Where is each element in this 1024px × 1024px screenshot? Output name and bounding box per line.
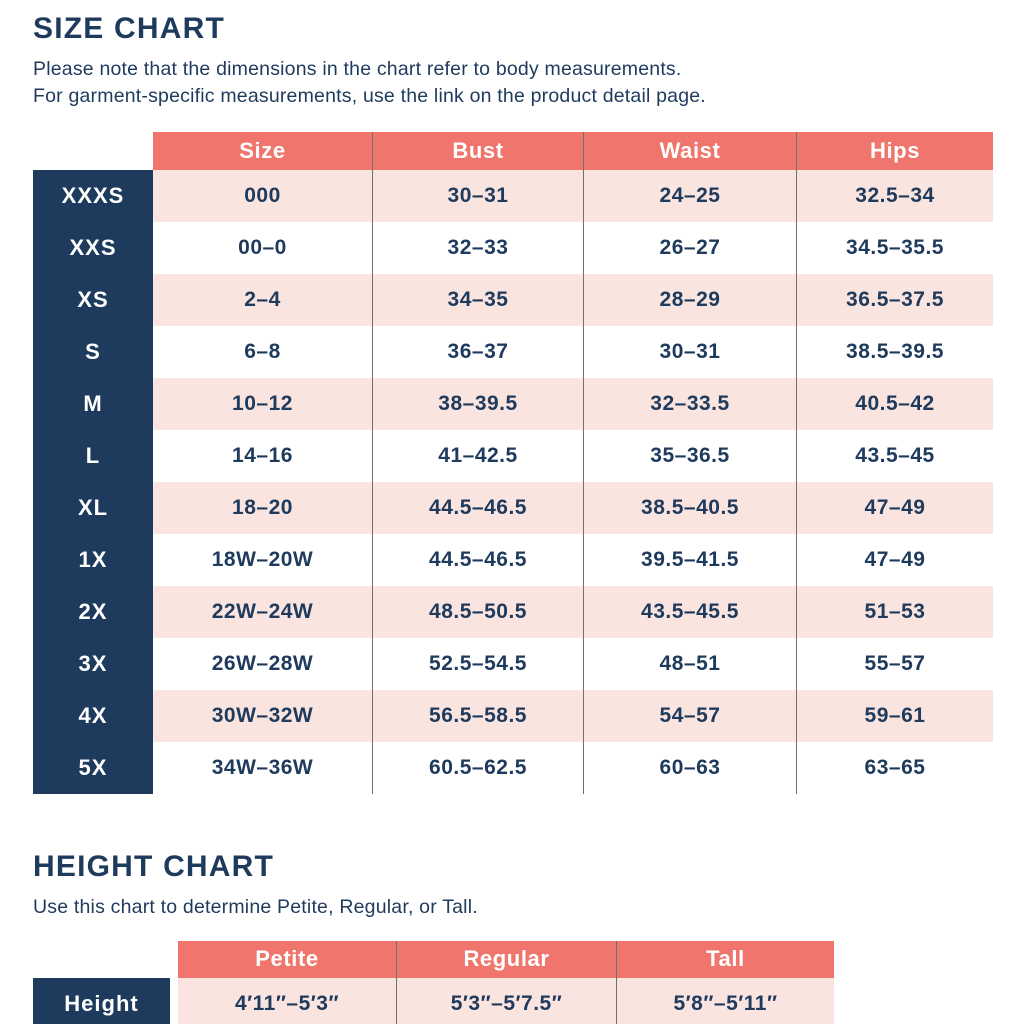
size-cell: 2–4 bbox=[153, 273, 372, 326]
height-cell-tall: 5′8″–5′11″ bbox=[616, 977, 834, 1024]
size-cell: 38.5–39.5 bbox=[796, 325, 993, 378]
size-row-label: XXS bbox=[33, 221, 153, 274]
size-cell: 24–25 bbox=[583, 169, 796, 222]
size-cell: 43.5–45.5 bbox=[583, 585, 796, 638]
height-chart-title: HEIGHT CHART bbox=[33, 849, 275, 883]
size-cell: 30–31 bbox=[372, 169, 583, 222]
size-row-label: 1X bbox=[33, 533, 153, 586]
size-cell: 26–27 bbox=[583, 221, 796, 274]
size-row-label: M bbox=[33, 377, 153, 430]
size-cell: 32–33 bbox=[372, 221, 583, 274]
size-cell: 34–35 bbox=[372, 273, 583, 326]
size-row-label: 5X bbox=[33, 741, 153, 794]
size-cell: 40.5–42 bbox=[796, 377, 993, 430]
size-row-label: 3X bbox=[33, 637, 153, 690]
size-cell: 54–57 bbox=[583, 689, 796, 742]
size-cell: 14–16 bbox=[153, 429, 372, 482]
size-row-label: XL bbox=[33, 481, 153, 534]
size-cell: 51–53 bbox=[796, 585, 993, 638]
height-chart-table: Petite Regular Tall Height 4′11″–5′3″ 5′… bbox=[33, 940, 834, 1024]
hips-column-header: Hips bbox=[796, 131, 993, 170]
size-chart-title: SIZE CHART bbox=[33, 12, 225, 45]
size-cell: 44.5–46.5 bbox=[372, 481, 583, 534]
petite-column-header: Petite bbox=[178, 940, 396, 978]
size-cell: 43.5–45 bbox=[796, 429, 993, 482]
size-cell: 41–42.5 bbox=[372, 429, 583, 482]
size-chart-note-line1: Please note that the dimensions in the c… bbox=[33, 58, 682, 80]
height-chart-note: Use this chart to determine Petite, Regu… bbox=[33, 895, 478, 918]
size-table-corner-spacer bbox=[33, 131, 153, 170]
size-cell: 63–65 bbox=[796, 741, 993, 794]
size-cell: 6–8 bbox=[153, 325, 372, 378]
size-chart-table: Size Bust Waist Hips XXXS 000 30–31 24–25 32… bbox=[33, 131, 993, 794]
size-cell: 000 bbox=[153, 169, 372, 222]
size-cell: 26W–28W bbox=[153, 637, 372, 690]
tall-column-header: Tall bbox=[616, 940, 834, 978]
size-row-label: XXXS bbox=[33, 169, 153, 222]
size-cell: 60.5–62.5 bbox=[372, 741, 583, 794]
height-table-corner-spacer bbox=[33, 940, 178, 978]
size-cell: 38.5–40.5 bbox=[583, 481, 796, 534]
size-cell: 47–49 bbox=[796, 533, 993, 586]
size-cell: 38–39.5 bbox=[372, 377, 583, 430]
waist-column-header: Waist bbox=[583, 131, 796, 170]
height-cell-petite: 4′11″–5′3″ bbox=[178, 977, 396, 1024]
size-cell: 55–57 bbox=[796, 637, 993, 690]
bust-column-header: Bust bbox=[372, 131, 583, 170]
regular-column-header: Regular bbox=[396, 940, 616, 978]
size-cell: 00–0 bbox=[153, 221, 372, 274]
size-cell: 18–20 bbox=[153, 481, 372, 534]
size-chart-note-line2: For garment-specific measurements, use t… bbox=[33, 84, 706, 107]
height-row-label: Height bbox=[33, 977, 170, 1024]
height-row-gap bbox=[170, 977, 178, 1024]
size-cell: 48.5–50.5 bbox=[372, 585, 583, 638]
size-cell: 22W–24W bbox=[153, 585, 372, 638]
size-cell: 59–61 bbox=[796, 689, 993, 742]
size-cell: 10–12 bbox=[153, 377, 372, 430]
size-row-label: S bbox=[33, 325, 153, 378]
size-row-label: L bbox=[33, 429, 153, 482]
size-cell: 47–49 bbox=[796, 481, 993, 534]
size-cell: 34.5–35.5 bbox=[796, 221, 993, 274]
size-cell: 36–37 bbox=[372, 325, 583, 378]
size-cell: 52.5–54.5 bbox=[372, 637, 583, 690]
size-cell: 34W–36W bbox=[153, 741, 372, 794]
size-cell: 28–29 bbox=[583, 273, 796, 326]
size-cell: 30W–32W bbox=[153, 689, 372, 742]
size-cell: 32–33.5 bbox=[583, 377, 796, 430]
size-cell: 36.5–37.5 bbox=[796, 273, 993, 326]
size-cell: 60–63 bbox=[583, 741, 796, 794]
height-chart-section: HEIGHT CHART Use this chart to determine… bbox=[33, 850, 1024, 1024]
size-row-label: 2X bbox=[33, 585, 153, 638]
size-row-label: 4X bbox=[33, 689, 153, 742]
size-cell: 30–31 bbox=[583, 325, 796, 378]
size-cell: 35–36.5 bbox=[583, 429, 796, 482]
size-cell: 39.5–41.5 bbox=[583, 533, 796, 586]
size-cell: 18W–20W bbox=[153, 533, 372, 586]
size-cell: 32.5–34 bbox=[796, 169, 993, 222]
size-cell: 44.5–46.5 bbox=[372, 533, 583, 586]
size-cell: 56.5–58.5 bbox=[372, 689, 583, 742]
size-row-label: XS bbox=[33, 273, 153, 326]
height-cell-regular: 5′3″–5′7.5″ bbox=[396, 977, 616, 1024]
size-cell: 48–51 bbox=[583, 637, 796, 690]
size-column-header: Size bbox=[153, 131, 372, 170]
